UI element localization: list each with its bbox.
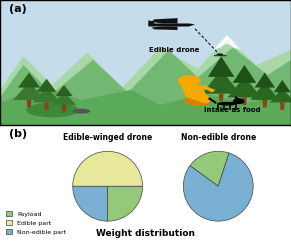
Circle shape [233, 99, 244, 103]
Polygon shape [56, 85, 72, 96]
Polygon shape [208, 56, 235, 77]
Polygon shape [151, 18, 178, 24]
Text: Edible drone: Edible drone [149, 48, 200, 53]
Polygon shape [180, 85, 212, 104]
Polygon shape [280, 102, 285, 110]
Polygon shape [215, 53, 223, 55]
Polygon shape [242, 98, 247, 105]
Text: Intake as food: Intake as food [205, 108, 261, 113]
Wedge shape [73, 186, 108, 221]
Polygon shape [148, 20, 154, 24]
Polygon shape [270, 88, 291, 102]
Polygon shape [202, 69, 240, 94]
Title: Edible-winged drone: Edible-winged drone [63, 133, 152, 142]
Polygon shape [148, 24, 195, 26]
Text: (b): (b) [9, 129, 27, 139]
Polygon shape [183, 98, 210, 106]
Polygon shape [18, 73, 40, 88]
Polygon shape [212, 35, 242, 50]
Polygon shape [0, 48, 291, 125]
Polygon shape [201, 85, 215, 92]
Polygon shape [52, 92, 76, 105]
Wedge shape [190, 151, 229, 186]
Title: Non-edible drone: Non-edible drone [181, 133, 256, 142]
Polygon shape [37, 79, 56, 92]
Polygon shape [151, 26, 178, 30]
Legend: Payload, Edible part, Non-edible part: Payload, Edible part, Non-edible part [6, 211, 66, 235]
Polygon shape [250, 82, 279, 100]
Polygon shape [215, 35, 239, 49]
Circle shape [178, 76, 200, 85]
Wedge shape [73, 151, 143, 186]
Polygon shape [62, 105, 66, 112]
Polygon shape [262, 100, 267, 108]
Polygon shape [214, 55, 227, 56]
Polygon shape [219, 94, 223, 101]
Polygon shape [233, 65, 256, 83]
Polygon shape [274, 80, 291, 92]
Ellipse shape [73, 109, 90, 114]
Polygon shape [33, 87, 61, 102]
Polygon shape [0, 37, 291, 125]
Wedge shape [183, 153, 253, 221]
Polygon shape [148, 23, 154, 25]
Wedge shape [108, 186, 143, 221]
Ellipse shape [217, 102, 237, 106]
Polygon shape [44, 102, 49, 110]
Text: Weight distribution: Weight distribution [96, 229, 195, 238]
Polygon shape [0, 87, 291, 125]
Ellipse shape [26, 102, 79, 117]
Polygon shape [255, 73, 275, 88]
Text: (a): (a) [9, 4, 26, 14]
Polygon shape [228, 76, 261, 98]
Polygon shape [27, 100, 31, 108]
Polygon shape [13, 82, 45, 100]
